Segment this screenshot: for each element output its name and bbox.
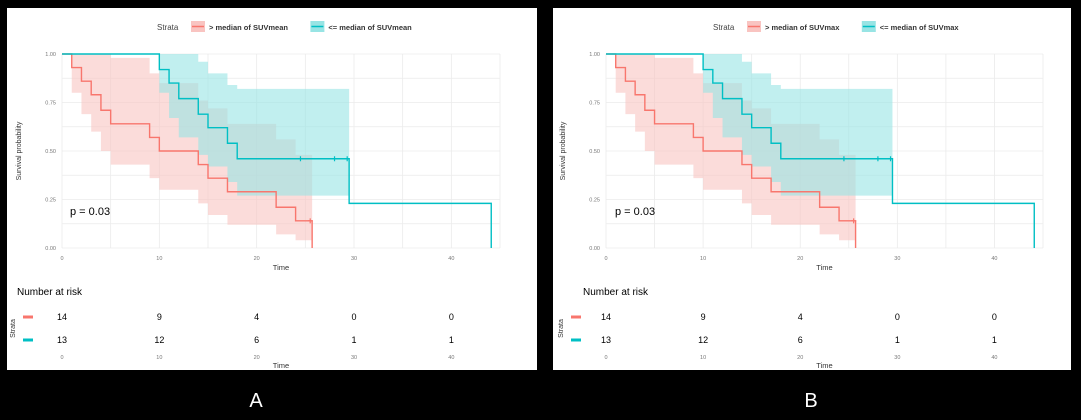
survival-line-0 — [606, 53, 857, 248]
legend-title: Strata — [713, 23, 735, 32]
legend: Strata > median of SUVmax <= median of SUV… — [713, 21, 959, 32]
risk-cell-1-4: 1 — [992, 335, 997, 345]
risk-time-tick: 10 — [700, 355, 706, 361]
risk-table-title: Number at risk — [17, 287, 83, 298]
risk-cell-0-4: 0 — [449, 312, 454, 322]
risk-time-tick: 40 — [448, 355, 454, 361]
y-tick-label: 0.00 — [45, 246, 56, 252]
x-tick-label: 0 — [604, 256, 607, 262]
km-panel-b: Strata > median of SUVmax <= median of SUV… — [553, 8, 1071, 370]
risk-time-tick: 20 — [797, 355, 803, 361]
x-tick-label: 0 — [60, 256, 63, 262]
risk-cell-0-2: 4 — [254, 312, 259, 322]
risk-time-tick: 20 — [254, 355, 260, 361]
y-tick-label: 0.50 — [589, 149, 600, 155]
legend: Strata > median of SUVmean <= median of SU… — [157, 21, 412, 32]
risk-time-tick: 40 — [991, 355, 997, 361]
x-tick-label: 40 — [991, 256, 997, 262]
risk-cell-0-3: 0 — [895, 312, 900, 322]
p-value: p = 0.03 — [615, 206, 655, 218]
legend-label-0: > median of SUVmean — [209, 23, 288, 32]
risk-table-ylabel: Strata — [558, 319, 565, 338]
risk-cell-0-3: 0 — [351, 312, 356, 322]
risk-cell-1-2: 6 — [254, 335, 259, 345]
km-chart-a: Strata > median of SUVmean <= median of SU… — [10, 21, 501, 370]
risk-cell-0-2: 4 — [798, 312, 803, 322]
y-tick-label: 1.00 — [589, 52, 600, 58]
risk-cell-0-0: 14 — [57, 312, 67, 322]
survival-line-0 — [62, 53, 313, 248]
risk-cell-0-4: 0 — [992, 312, 997, 322]
risk-cell-1-3: 1 — [351, 335, 356, 345]
risk-table-xlabel: Time — [273, 361, 289, 370]
legend-label-1: <= median of SUVmax — [880, 23, 960, 32]
risk-cell-0-0: 14 — [601, 312, 611, 322]
risk-cell-1-1: 12 — [154, 335, 164, 345]
y-tick-label: 1.00 — [45, 52, 56, 58]
risk-cell-1-2: 6 — [798, 335, 803, 345]
risk-cell-1-4: 1 — [449, 335, 454, 345]
panel-label-b: B — [804, 390, 818, 412]
legend-title: Strata — [157, 23, 179, 32]
risk-cell-0-1: 9 — [701, 312, 706, 322]
x-tick-label: 40 — [448, 256, 454, 262]
risk-table-title: Number at risk — [583, 287, 649, 298]
risk-table-xlabel: Time — [816, 361, 832, 370]
legend-label-1: <= median of SUVmean — [328, 23, 412, 32]
risk-cell-1-0: 13 — [601, 335, 611, 345]
risk-time-tick: 0 — [604, 355, 607, 361]
ci-band-1 — [606, 54, 1035, 248]
risk-time-tick: 0 — [60, 355, 63, 361]
y-tick-label: 0.75 — [589, 101, 600, 107]
y-axis-title: Survival probability — [560, 121, 567, 180]
legend-label-0: > median of SUVmax — [765, 23, 840, 32]
risk-table-ylabel: Strata — [10, 319, 17, 338]
y-axis-title: Survival probability — [16, 121, 23, 180]
risk-cell-1-3: 1 — [895, 335, 900, 345]
risk-time-tick: 30 — [351, 355, 357, 361]
risk-time-tick: 30 — [894, 355, 900, 361]
risk-cell-0-1: 9 — [157, 312, 162, 322]
ci-band-1 — [62, 54, 492, 248]
x-tick-label: 30 — [351, 256, 357, 262]
y-tick-label: 0.25 — [589, 198, 600, 204]
y-tick-label: 0.00 — [589, 246, 600, 252]
x-tick-label: 20 — [254, 256, 260, 262]
y-tick-label: 0.50 — [45, 149, 56, 155]
risk-time-tick: 10 — [156, 355, 162, 361]
x-tick-label: 10 — [700, 256, 706, 262]
risk-cell-1-1: 12 — [698, 335, 708, 345]
x-tick-label: 20 — [797, 256, 803, 262]
y-tick-label: 0.75 — [45, 101, 56, 107]
x-axis-title: Time — [273, 263, 289, 272]
km-panel-a: Strata > median of SUVmean <= median of SU… — [7, 8, 537, 370]
x-tick-label: 30 — [894, 256, 900, 262]
km-chart-b: Strata > median of SUVmax <= median of SUV… — [558, 21, 1044, 370]
x-tick-label: 10 — [156, 256, 162, 262]
panel-label-a: A — [249, 390, 263, 412]
risk-cell-1-0: 13 — [57, 335, 67, 345]
p-value: p = 0.03 — [70, 206, 110, 218]
y-tick-label: 0.25 — [45, 198, 56, 204]
x-axis-title: Time — [816, 263, 832, 272]
